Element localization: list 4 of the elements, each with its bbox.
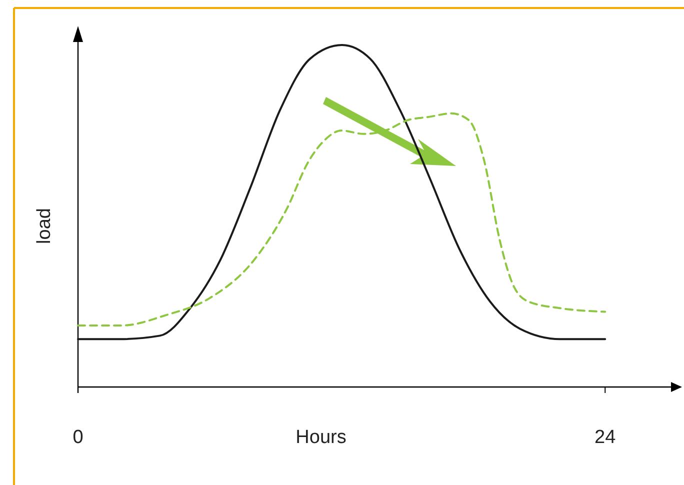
x-axis-title: Hours	[296, 427, 346, 448]
x-tick-label: 24	[594, 427, 616, 448]
y-axis-title: load	[34, 208, 55, 244]
x-tick-label: 0	[72, 427, 84, 448]
